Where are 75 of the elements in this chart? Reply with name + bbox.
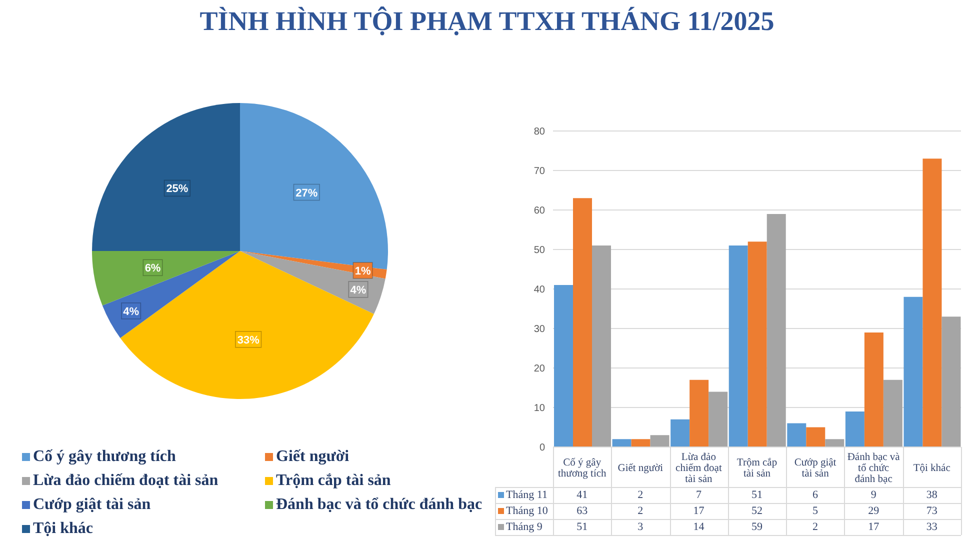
bar — [631, 439, 650, 447]
y-tick-label: 20 — [534, 364, 546, 375]
data-label: 41 — [576, 489, 588, 501]
chart-title: TÌNH HÌNH TỘI PHẠM TTXH THÁNG 11/2025 — [198, 6, 776, 37]
bar — [904, 296, 923, 447]
legend-label: Cướp giật tài sản — [33, 496, 151, 514]
bar — [708, 392, 728, 447]
x-tick-label: Trộm cắp tài sản — [736, 458, 778, 480]
bar — [650, 435, 670, 447]
x-tick-label: Tội khác — [913, 463, 951, 474]
data-label: 29 — [868, 505, 880, 517]
bar — [845, 411, 864, 447]
data-label: 4% — [350, 284, 366, 296]
data-label: 59 — [751, 521, 762, 533]
data-label: 17 — [868, 521, 880, 533]
data-label: 33% — [237, 334, 260, 346]
data-label: 52 — [751, 505, 762, 517]
data-label: 6 — [812, 489, 818, 501]
data-label: 17 — [693, 505, 704, 517]
y-tick-label: 70 — [534, 166, 546, 178]
data-label: 1% — [354, 265, 371, 278]
bar — [592, 246, 611, 447]
data-label: 73 — [926, 505, 938, 517]
data-label: 4% — [123, 306, 140, 318]
bar — [787, 423, 806, 447]
bar — [942, 316, 961, 447]
y-tick-label: 0 — [539, 442, 546, 454]
legend-label: Đánh bạc và tổ chức đánh bạc — [276, 496, 482, 514]
legend-label: Tháng 11 — [506, 489, 548, 501]
x-tick-label: Cố ý gây thương tích — [558, 458, 608, 480]
bar — [554, 285, 573, 447]
pie-slice — [92, 251, 240, 306]
data-label: 5 — [812, 505, 818, 517]
data-label: 27% — [296, 187, 318, 200]
bar — [864, 332, 884, 447]
bar — [670, 419, 690, 447]
x-tick-label: Cướp giật tài sản — [794, 458, 836, 480]
data-label: 3 — [638, 521, 644, 533]
legend-label: Tháng 9 — [506, 521, 542, 533]
x-tick-label: Lừa đảo chiếm đoạt tài sản — [676, 452, 722, 485]
data-label: 2 — [638, 489, 644, 501]
x-tick-label: Đánh bạc và tổ chức đánh bạc — [847, 452, 900, 485]
y-tick-label: 10 — [534, 403, 546, 414]
y-tick-label: 30 — [534, 324, 546, 336]
pie-slice — [120, 251, 374, 399]
legend-label: Tháng 10 — [506, 505, 548, 517]
data-label: 25% — [166, 183, 188, 196]
data-label: 38 — [926, 489, 938, 501]
bar — [728, 246, 748, 447]
data-label: 33 — [926, 521, 938, 533]
bar — [748, 242, 767, 447]
bar — [883, 380, 902, 447]
data-label: 51 — [576, 521, 588, 533]
y-tick-label: 40 — [534, 284, 546, 296]
data-label: 14 — [693, 521, 704, 533]
legend-label: Tội khác — [33, 520, 94, 538]
data-label: 6% — [144, 262, 161, 275]
data-label: 51 — [751, 489, 762, 501]
bar — [806, 427, 826, 447]
data-label: 2 — [812, 521, 818, 533]
data-label: 63 — [576, 505, 588, 517]
y-tick-label: 80 — [534, 126, 546, 138]
bar — [766, 214, 786, 447]
bar — [825, 439, 844, 447]
pie-slice — [92, 103, 240, 251]
data-label: 2 — [638, 505, 644, 517]
bar — [612, 439, 632, 447]
y-tick-label: 50 — [534, 245, 546, 256]
data-label: 9 — [870, 489, 876, 501]
x-tick-label: Giết người — [618, 463, 664, 474]
bar — [573, 198, 592, 447]
bar — [690, 380, 709, 447]
y-tick-label: 60 — [534, 206, 546, 217]
data-label: 7 — [696, 489, 702, 501]
bar — [922, 158, 942, 447]
